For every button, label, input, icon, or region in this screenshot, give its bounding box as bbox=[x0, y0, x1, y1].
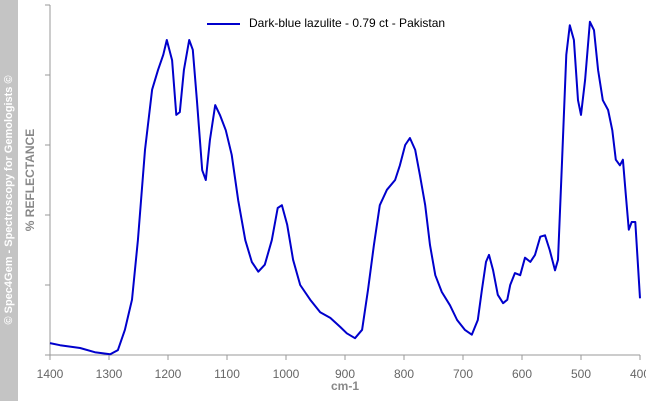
x-axis-label: cm-1 bbox=[331, 379, 359, 393]
x-tick-label: 400 bbox=[630, 367, 646, 381]
x-tick-label: 1200 bbox=[155, 367, 182, 381]
line-series bbox=[49, 20, 641, 356]
x-tick-label: 1000 bbox=[273, 367, 300, 381]
y-axis-label: % REFLECTANCE bbox=[23, 129, 37, 231]
x-tick-label: 1400 bbox=[37, 367, 64, 381]
x-tick-label: 600 bbox=[512, 367, 532, 381]
x-tick-label: 1100 bbox=[214, 367, 240, 381]
watermark-band bbox=[0, 0, 18, 401]
x-tick-label: 700 bbox=[453, 367, 473, 381]
x-tick-label: 500 bbox=[571, 367, 591, 381]
x-tick-label: 800 bbox=[394, 367, 414, 381]
watermark: © Spec4Gem - Spectroscopy for Gemologist… bbox=[3, 75, 15, 324]
x-tick-label: 1300 bbox=[96, 367, 123, 381]
legend-label: Dark-blue lazulite - 0.79 ct - Pakistan bbox=[249, 16, 445, 30]
x-tick-label: 900 bbox=[335, 367, 355, 381]
